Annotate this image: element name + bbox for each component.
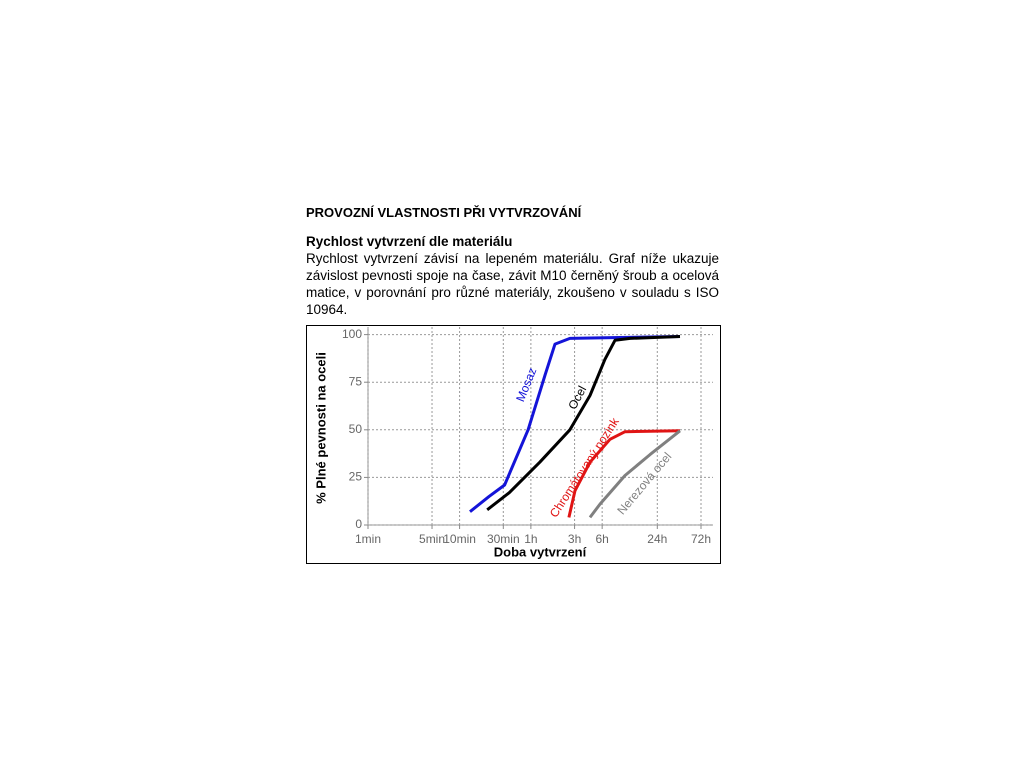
series-line bbox=[588, 429, 681, 519]
x-tick-label: 72h bbox=[691, 532, 711, 546]
y-axis-label: % Plné pevnosti na oceli bbox=[313, 352, 328, 504]
paragraph: Rychlost vytvrzení závisí na lepeném mat… bbox=[306, 251, 719, 317]
series-line bbox=[567, 429, 681, 518]
y-tick-label: 100 bbox=[342, 327, 362, 341]
x-tick-label: 30min bbox=[487, 532, 520, 546]
y-tick-label: 75 bbox=[349, 374, 363, 388]
x-tick-label: 5min bbox=[419, 532, 445, 546]
subtitle: Rychlost vytvrzení dle materiálu bbox=[306, 234, 513, 249]
title: PROVOZNÍ VLASTNOSTI PŘI VYTVRZOVÁNÍ bbox=[306, 205, 582, 220]
chart-frame bbox=[306, 325, 721, 564]
x-tick-label: 10min bbox=[443, 532, 476, 546]
series-line bbox=[486, 335, 681, 511]
x-tick-label: 3h bbox=[568, 532, 581, 546]
x-tick-label: 1h bbox=[524, 532, 537, 546]
series-line bbox=[469, 335, 681, 513]
series-label: Ocel bbox=[565, 383, 589, 411]
x-tick-label: 24h bbox=[647, 532, 667, 546]
y-tick-label: 50 bbox=[349, 422, 363, 436]
y-tick-label: 0 bbox=[355, 517, 362, 531]
x-axis-label: Doba vytvrzení bbox=[494, 544, 587, 559]
x-tick-label: 1min bbox=[355, 532, 381, 546]
series-label: Mosaz bbox=[513, 366, 539, 404]
y-tick-label: 25 bbox=[349, 470, 363, 484]
x-tick-label: 6h bbox=[595, 532, 608, 546]
